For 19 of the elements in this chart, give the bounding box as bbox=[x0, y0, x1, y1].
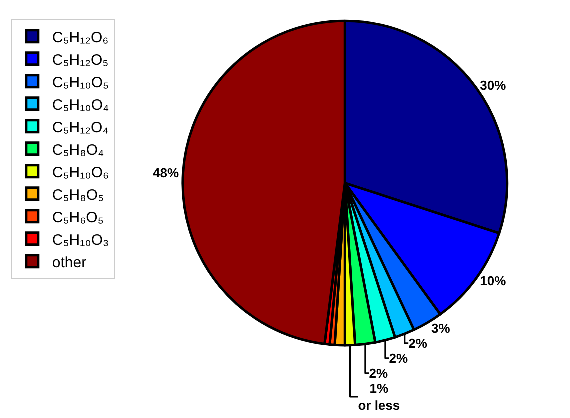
legend-label: C₅H₁₂O₆ bbox=[52, 29, 109, 46]
data-label: 10% bbox=[480, 274, 507, 289]
data-label: 2% bbox=[408, 336, 428, 351]
legend-label: C₅H₈O₅ bbox=[52, 186, 104, 204]
legend-label: C₅H₁₀O₄ bbox=[52, 96, 110, 114]
legend-label: C₅H₁₀O₅ bbox=[52, 74, 110, 92]
legend-label: other bbox=[52, 254, 87, 272]
data-label: 48% bbox=[153, 166, 180, 181]
legend-label: C₅H₁₀O₃ bbox=[52, 232, 110, 249]
data-label: 1% or less bbox=[358, 380, 400, 413]
data-label: 2% bbox=[389, 350, 408, 366]
legend-label: C₅H₈O₄ bbox=[52, 142, 104, 159]
data-label: 3% bbox=[431, 320, 451, 336]
legend-label: C₅H₁₂O₄ bbox=[52, 119, 109, 136]
data-label: 30% bbox=[480, 78, 507, 93]
legend-label: C₅H₁₂O₅ bbox=[52, 52, 109, 69]
data-label: 2% bbox=[369, 366, 388, 381]
legend-label: C₅H₁₀O₆ bbox=[52, 164, 110, 182]
legend-label: C₅H₆O₅ bbox=[52, 209, 104, 226]
